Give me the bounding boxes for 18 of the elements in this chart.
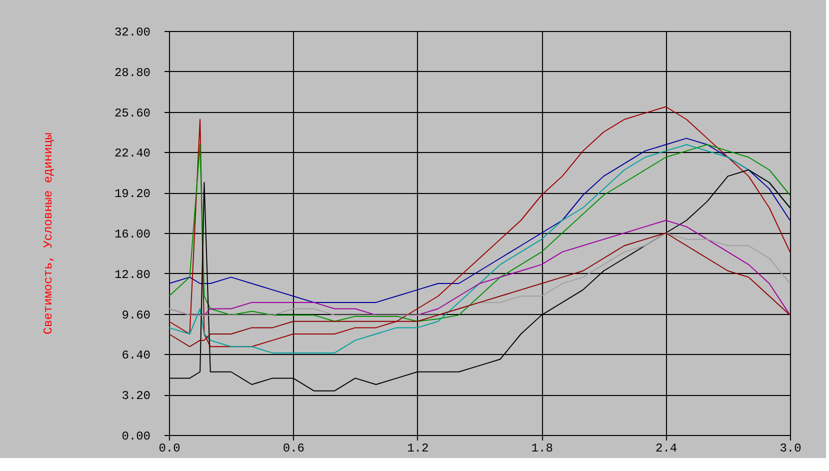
y-tick-label: 3.20 <box>122 389 150 404</box>
y-tick-label: 22.40 <box>114 146 150 161</box>
y-axis-title: Светимость, Условные единицы <box>41 132 56 334</box>
y-tick-label: 19.20 <box>114 187 150 202</box>
x-tick-label: 2.4 <box>655 442 678 456</box>
y-tick-label: 28.80 <box>114 66 150 80</box>
x-tick-label: 3.0 <box>780 442 802 456</box>
y-tick-label: 16.00 <box>114 228 150 242</box>
x-tick-label: 1.2 <box>407 442 429 456</box>
y-tick-label: 6.40 <box>122 348 150 363</box>
y-tick-label: 25.60 <box>114 106 150 120</box>
y-tick-label: 9.60 <box>122 308 150 322</box>
x-tick-label: 1.8 <box>531 442 553 456</box>
y-tick-label: 0.00 <box>122 430 150 444</box>
x-tick-label: 0.0 <box>158 442 180 456</box>
x-tick-label: 0.6 <box>282 442 305 456</box>
y-tick-label: 32.00 <box>114 26 150 40</box>
y-tick-label: 12.80 <box>114 268 150 282</box>
